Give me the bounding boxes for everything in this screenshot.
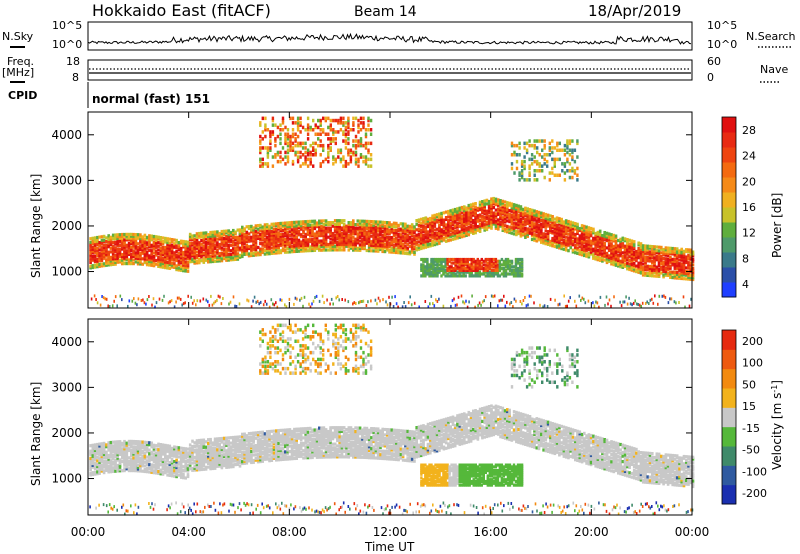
freq-label: Freq. xyxy=(7,55,34,68)
power-colorbar-tick: 20 xyxy=(742,175,756,188)
velocity-colorbar: 200 100 50 15 -15 -50 -100 -200 xyxy=(721,329,767,505)
velocity-colorbar-tick: -15 xyxy=(742,422,760,435)
x-tick-label: 04:00 xyxy=(171,525,206,539)
velocity-colorbar-tick: 15 xyxy=(742,400,756,413)
velocity-colorbar-tick: -200 xyxy=(742,487,767,500)
power-panel-frame xyxy=(87,111,693,309)
power-colorbar-tick: 24 xyxy=(742,150,756,163)
velocity-y-ticks: 1000 2000 3000 4000 xyxy=(51,335,692,486)
y-tick-label: 4000 xyxy=(51,128,82,142)
power-colorbar: 4 8 12 16 20 24 28 xyxy=(721,116,756,298)
noise-tick-left-bottom: 10^0 xyxy=(52,38,82,51)
y-tick-label: 3000 xyxy=(51,173,82,187)
power-colorbar-tick: 8 xyxy=(742,252,749,265)
x-axis-label: Time UT xyxy=(364,540,415,554)
date-label: 18/Apr/2019 xyxy=(588,2,681,20)
power-y-ticks: 1000 2000 3000 4000 xyxy=(51,128,692,279)
freq-tick-right-top: 60 xyxy=(707,55,721,68)
velocity-panel-frame xyxy=(87,318,693,516)
power-y-label: Slant Range [km] xyxy=(29,174,43,278)
freq-tick-right-bottom: 0 xyxy=(707,71,714,84)
velocity-colorbar-label: Velocity [m s-1] xyxy=(770,380,784,470)
x-tick-label: 00:00 xyxy=(675,525,710,539)
power-colorbar-label: Power [dB] xyxy=(770,193,784,258)
power-colorbar-tick: 4 xyxy=(742,278,749,291)
cpid-value: normal (fast) 151 xyxy=(92,92,210,106)
freq-unit-label: [MHz] xyxy=(2,66,34,79)
power-colorbar-tick: 28 xyxy=(742,124,756,137)
noise-tick-right-bottom: 10^0 xyxy=(707,38,737,51)
x-tick-label: 12:00 xyxy=(373,525,408,539)
beam-label: Beam 14 xyxy=(354,4,417,20)
x-tick-label: 00:00 xyxy=(71,525,106,539)
y-tick-label: 2000 xyxy=(51,219,82,233)
plot-title: Hokkaido East (fitACF) xyxy=(92,1,271,20)
noise-tick-right-top: 10^5 xyxy=(707,19,737,32)
freq-panel xyxy=(87,59,693,81)
y-tick-label: 3000 xyxy=(51,380,82,394)
x-tick-label: 16:00 xyxy=(473,525,508,539)
velocity-colorbar-tick: -50 xyxy=(742,444,760,457)
x-tick-label: 08:00 xyxy=(272,525,307,539)
x-axis-ticks: 00:00 04:00 08:00 12:00 16:00 20:00 00:00 xyxy=(71,112,710,539)
y-tick-label: 4000 xyxy=(51,335,82,349)
noise-trace xyxy=(87,32,692,46)
y-tick-label: 1000 xyxy=(51,265,82,279)
velocity-heatmap xyxy=(89,323,695,516)
velocity-colorbar-tick: 200 xyxy=(742,335,763,348)
velocity-y-label: Slant Range [km] xyxy=(29,382,43,486)
noise-panel xyxy=(87,21,693,51)
y-tick-label: 2000 xyxy=(51,426,82,440)
nave-label: Nave xyxy=(760,63,788,76)
velocity-colorbar-tick: 100 xyxy=(742,357,763,370)
freq-tick-left-top: 18 xyxy=(66,55,80,68)
x-tick-label: 20:00 xyxy=(574,525,609,539)
nsearch-label: N.Search xyxy=(746,30,796,43)
power-colorbar-tick: 16 xyxy=(742,201,756,214)
noise-tick-left-top: 10^5 xyxy=(52,19,82,32)
power-colorbar-tick: 12 xyxy=(742,227,756,240)
power-heatmap xyxy=(89,116,695,309)
y-tick-label: 1000 xyxy=(51,472,82,486)
cpid-label: CPID xyxy=(8,89,37,102)
velocity-colorbar-tick: -100 xyxy=(742,465,767,478)
freq-tick-left-bottom: 8 xyxy=(72,71,79,84)
velocity-colorbar-tick: 50 xyxy=(742,378,756,391)
nsky-label: N.Sky xyxy=(2,30,34,43)
